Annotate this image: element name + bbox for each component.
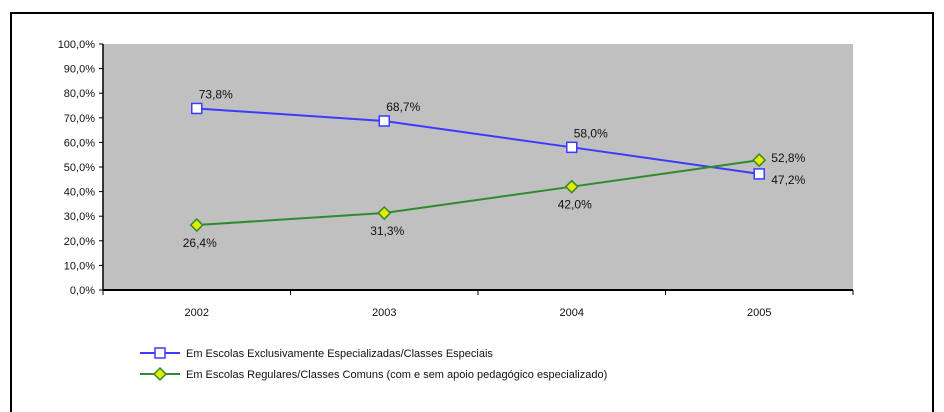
line-chart: 0,0% 10,0% 20,0% 30,0% 40,0% 50,0% 60,0% 70,0% 8… <box>58 39 854 382</box>
data-label: 31,3% <box>370 224 404 238</box>
data-point <box>378 115 390 127</box>
y-tick-label: 30,0% <box>64 211 95 223</box>
data-label: 68,7% <box>386 100 420 114</box>
y-tick-label: 80,0% <box>64 88 95 100</box>
y-tick-label: 10,0% <box>64 260 95 272</box>
data-point <box>189 217 204 233</box>
y-tick-label: 70,0% <box>64 113 95 125</box>
data-point <box>752 153 767 168</box>
data-point <box>152 366 168 382</box>
data-label: 47,2% <box>771 173 805 187</box>
plot-area <box>103 44 853 290</box>
y-tick-label: 50,0% <box>64 162 95 174</box>
y-tick-label: 60,0% <box>64 137 95 149</box>
data-label: 58,0% <box>574 126 608 140</box>
series-layer: 73,8% 68,7% 58,0% 47,2% 26,4% 31,3% 42,0% 52,8% <box>183 87 806 250</box>
data-label: 26,4% <box>183 236 217 250</box>
x-tick-label: 2002 <box>185 307 209 319</box>
chart-frame <box>10 12 934 412</box>
x-tick-label: 2005 <box>747 307 771 319</box>
y-tick-label: 0,0% <box>70 285 95 297</box>
x-tick-label: 2004 <box>560 307 584 319</box>
legend-label: Em Escolas Regulares/Classes Comuns (com… <box>186 369 607 381</box>
data-label: 42,0% <box>558 198 592 212</box>
y-tick-label: 100,0% <box>58 39 96 51</box>
data-label: 73,8% <box>199 87 233 101</box>
y-tick-label: 20,0% <box>64 236 95 248</box>
data-label: 52,8% <box>771 151 805 165</box>
y-tick-label: 90,0% <box>64 64 95 76</box>
series-line-2 <box>196 159 760 227</box>
data-point <box>154 347 166 359</box>
data-point <box>191 102 203 115</box>
data-point <box>377 205 392 221</box>
x-tick-label: 2003 <box>372 307 396 319</box>
legend: Em Escolas Exclusivamente Especializadas… <box>140 347 607 382</box>
series-line-1 <box>196 107 760 175</box>
legend-label: Em Escolas Exclusivamente Especializadas… <box>186 348 493 360</box>
data-point <box>564 179 579 194</box>
x-axis: 2002 2003 2004 2005 <box>102 289 854 319</box>
data-point <box>753 168 765 180</box>
y-axis: 0,0% 10,0% 20,0% 30,0% 40,0% 50,0% 60,0% 70,0% 8… <box>58 39 104 297</box>
y-tick-label: 40,0% <box>64 187 95 199</box>
data-point <box>566 141 578 154</box>
